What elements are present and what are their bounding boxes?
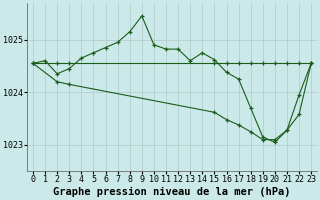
X-axis label: Graphe pression niveau de la mer (hPa): Graphe pression niveau de la mer (hPa): [53, 187, 291, 197]
